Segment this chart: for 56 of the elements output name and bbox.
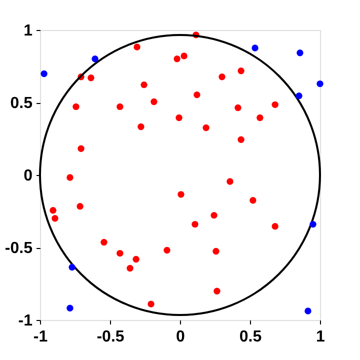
x-tick-label: 1 (316, 328, 326, 346)
point (78, 145, 84, 152)
y-tick-label: 0 (24, 168, 33, 184)
point (234, 104, 242, 112)
point (192, 220, 198, 228)
point (76, 202, 84, 210)
point (126, 264, 134, 272)
point (150, 98, 158, 106)
point (66, 304, 74, 312)
x-tick-label: 0 (176, 328, 186, 346)
point (138, 123, 144, 130)
point (134, 44, 140, 50)
point (272, 101, 278, 108)
point (210, 212, 218, 219)
point (214, 288, 220, 294)
y-tick-label: 0.5 (10, 95, 33, 112)
point (40, 70, 48, 78)
point (72, 103, 80, 110)
point (100, 238, 108, 246)
point (116, 250, 124, 257)
point (164, 246, 170, 254)
x-tick-label: 0.5 (239, 328, 262, 346)
point (296, 50, 304, 56)
point (68, 264, 76, 271)
point (66, 174, 74, 181)
y-tick-label: -0.5 (4, 240, 33, 257)
y-tick-label: 1 (24, 22, 33, 40)
point (202, 124, 210, 132)
x-tick-label: -0.5 (96, 328, 124, 346)
point (296, 92, 302, 100)
point (50, 207, 56, 214)
point (256, 114, 264, 122)
point (272, 222, 278, 230)
y-tick-label: -1 (18, 312, 33, 330)
point (226, 178, 234, 185)
point (238, 68, 244, 74)
point (116, 103, 124, 110)
point (92, 56, 98, 62)
point (88, 74, 94, 82)
point (52, 215, 58, 222)
point (250, 197, 256, 204)
point (174, 56, 180, 62)
point (194, 91, 200, 98)
point (176, 114, 182, 122)
point (218, 73, 226, 80)
point (252, 44, 258, 52)
point (178, 191, 184, 198)
point (310, 220, 316, 228)
point (180, 52, 188, 60)
point (316, 80, 324, 88)
point (132, 256, 140, 263)
point (238, 136, 244, 143)
point (140, 81, 148, 88)
point (212, 248, 220, 255)
point (304, 308, 312, 314)
point (148, 300, 154, 308)
